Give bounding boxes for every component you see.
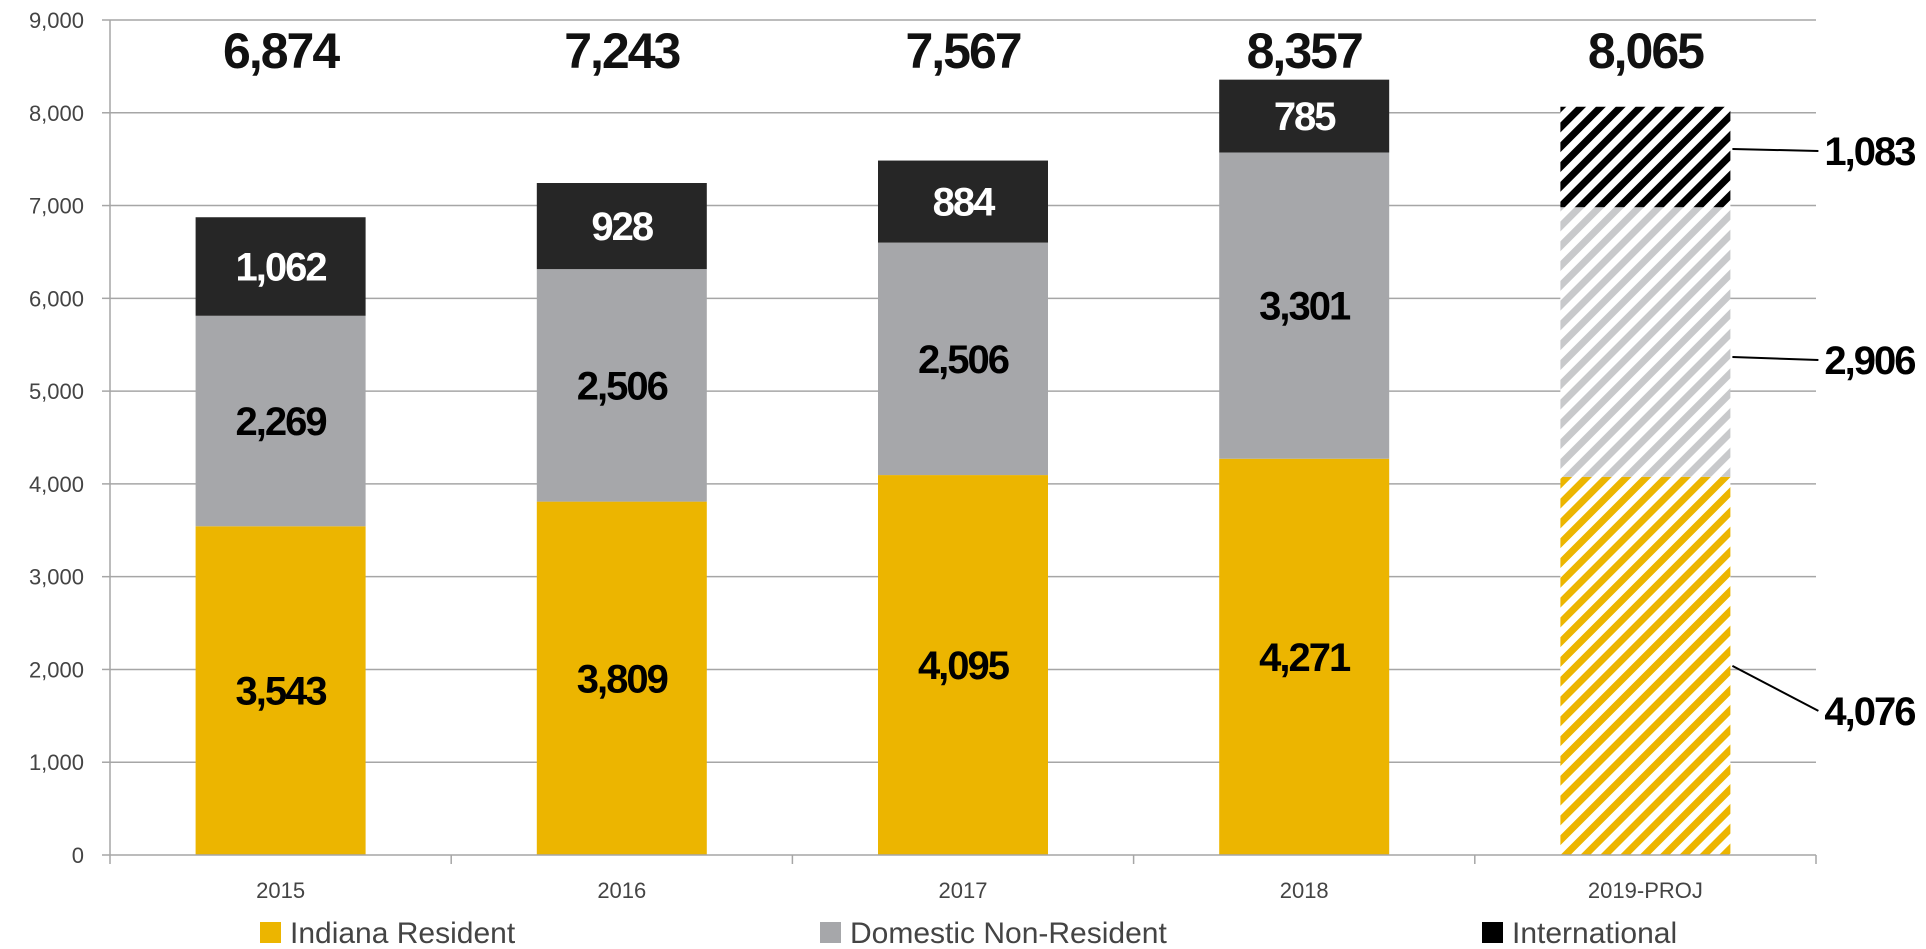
y-tick-label: 9,000 bbox=[29, 8, 84, 33]
x-category-label: 2016 bbox=[597, 878, 646, 903]
legend-label: Indiana Resident bbox=[290, 917, 516, 949]
indiana-resident-bar bbox=[536, 501, 707, 855]
domestic-non-resident-bar bbox=[195, 315, 366, 527]
indiana-resident-bar bbox=[1560, 476, 1731, 855]
segment-value-label: 884 bbox=[933, 181, 996, 225]
y-tick-label: 5,000 bbox=[29, 379, 84, 404]
segment-value-label: 3,809 bbox=[577, 657, 668, 701]
indiana-resident-bar bbox=[1219, 458, 1390, 855]
legend: Indiana Resident Domestic Non-Resident Int… bbox=[260, 917, 1677, 949]
domestic-non-resident-bar bbox=[878, 242, 1048, 476]
total-value-label: 7,243 bbox=[564, 23, 679, 79]
y-tick-label: 3,000 bbox=[29, 565, 84, 590]
y-tick-label: 2,000 bbox=[29, 657, 84, 682]
leader-line bbox=[1732, 356, 1819, 362]
total-value-label: 8,065 bbox=[1588, 23, 1704, 79]
total-value-label: 7,567 bbox=[905, 23, 1020, 79]
bars bbox=[195, 79, 1731, 855]
segment-value-label: 3,301 bbox=[1259, 285, 1351, 329]
y-tick-label: 1,000 bbox=[29, 750, 84, 775]
indiana-resident-bar bbox=[878, 475, 1048, 855]
domestic-non-resident-bar bbox=[1560, 207, 1731, 477]
segment-value-label: 4,095 bbox=[918, 644, 1010, 688]
x-category-label: 2018 bbox=[1280, 878, 1329, 903]
y-tick-label: 6,000 bbox=[29, 286, 84, 311]
segment-value-label: 2,269 bbox=[236, 400, 327, 444]
legend-swatch bbox=[260, 922, 281, 943]
y-tick-label: 8,000 bbox=[29, 101, 84, 126]
segment-value-label: 1,083 bbox=[1824, 130, 1915, 174]
legend-item: International bbox=[1482, 917, 1677, 949]
legend-label: Domestic Non-Resident bbox=[850, 917, 1167, 949]
international-bar bbox=[536, 183, 707, 270]
axes: 0 1,000 2,000 3,000 4,000 5,000 6,000 7,000 8,00… bbox=[29, 8, 1817, 903]
international-bar bbox=[1219, 79, 1390, 153]
legend-label: International bbox=[1512, 917, 1677, 949]
legend-item: Domestic Non-Resident bbox=[820, 917, 1167, 949]
segment-value-label: 4,271 bbox=[1259, 636, 1351, 680]
segment-value-label: 785 bbox=[1274, 95, 1336, 139]
segment-value-label: 2,506 bbox=[577, 364, 668, 408]
international-bar bbox=[195, 217, 366, 316]
legend-swatch bbox=[1482, 922, 1503, 943]
data-labels: 3,543 2,269 1,062 6,874 3,809 2,506 928 7,243 4,… bbox=[223, 23, 1917, 734]
total-value-label: 6,874 bbox=[223, 23, 340, 79]
domestic-non-resident-bar bbox=[536, 269, 707, 502]
leader-line bbox=[1731, 665, 1819, 712]
leader-line bbox=[1732, 147, 1819, 152]
x-category-label: 2015 bbox=[256, 878, 305, 903]
legend-swatch bbox=[820, 922, 841, 943]
domestic-non-resident-bar bbox=[1219, 152, 1390, 459]
segment-value-label: 1,062 bbox=[236, 246, 327, 290]
segment-value-label: 4,076 bbox=[1824, 690, 1915, 734]
y-tick-label: 0 bbox=[72, 843, 84, 868]
x-category-label: 2019-PROJ bbox=[1588, 878, 1703, 903]
segment-value-label: 3,543 bbox=[236, 670, 327, 714]
y-tick-label: 7,000 bbox=[29, 194, 84, 219]
segment-value-label: 928 bbox=[591, 205, 653, 249]
total-value-label: 8,357 bbox=[1247, 23, 1362, 79]
legend-item: Indiana Resident bbox=[260, 917, 516, 949]
international-bar bbox=[1560, 106, 1731, 208]
segment-value-label: 2,906 bbox=[1824, 339, 1915, 383]
segment-value-label: 2,506 bbox=[918, 338, 1009, 382]
x-category-label: 2017 bbox=[939, 878, 988, 903]
international-bar bbox=[878, 160, 1048, 243]
y-tick-label: 4,000 bbox=[29, 472, 84, 497]
indiana-resident-bar bbox=[195, 526, 366, 855]
